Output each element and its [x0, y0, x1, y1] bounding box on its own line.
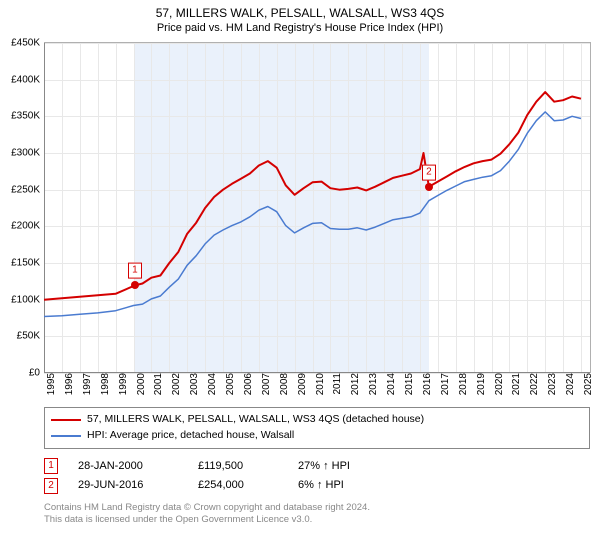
series-svg: [44, 43, 590, 373]
x-axis-tick-label: 2002: [169, 373, 182, 395]
sale-row: 1 28-JAN-2000 £119,500 27% ↑ HPI: [44, 457, 590, 477]
x-axis-tick-label: 1996: [62, 373, 75, 395]
x-axis-tick-label: 2014: [384, 373, 397, 395]
x-axis-tick-label: 2005: [223, 373, 236, 395]
y-axis-tick-label: £250K: [11, 184, 44, 195]
x-axis-tick-label: 2016: [420, 373, 433, 395]
series-hpi: [44, 112, 581, 317]
x-axis-tick-label: 2017: [438, 373, 451, 395]
x-axis-tick-label: 2015: [402, 373, 415, 395]
chart-subtitle: Price paid vs. HM Land Registry's House …: [0, 20, 600, 34]
y-axis-tick-label: £50K: [17, 331, 44, 342]
series-property: [44, 92, 581, 300]
x-axis-tick-label: 2021: [509, 373, 522, 395]
sale-price: £254,000: [198, 476, 278, 496]
x-axis-tick-label: 2000: [134, 373, 147, 395]
y-axis-tick-label: £150K: [11, 258, 44, 269]
footer-attribution: Contains HM Land Registry data © Crown c…: [44, 502, 590, 527]
y-axis-tick-label: £350K: [11, 111, 44, 122]
x-axis-tick-label: 1995: [44, 373, 57, 395]
legend-label: HPI: Average price, detached house, Wals…: [87, 428, 294, 444]
x-axis-tick-label: 2012: [348, 373, 361, 395]
x-axis-tick-label: 2018: [456, 373, 469, 395]
x-axis-tick-label: 2003: [187, 373, 200, 395]
x-axis-tick-label: 2008: [277, 373, 290, 395]
legend-row: HPI: Average price, detached house, Wals…: [51, 428, 583, 444]
x-axis-tick-label: 2019: [474, 373, 487, 395]
sale-date: 28-JAN-2000: [78, 457, 178, 477]
x-axis-tick-label: 2024: [563, 373, 576, 395]
y-axis-tick-label: £400K: [11, 74, 44, 85]
sale-marker-dot: [425, 183, 433, 191]
y-axis-tick-label: £200K: [11, 221, 44, 232]
y-axis-tick-label: £300K: [11, 148, 44, 159]
x-axis-tick-label: 2025: [581, 373, 594, 395]
legend: 57, MILLERS WALK, PELSALL, WALSALL, WS3 …: [44, 407, 590, 449]
legend-swatch: [51, 435, 81, 437]
x-axis-tick-label: 2010: [313, 373, 326, 395]
x-axis-tick-label: 2006: [241, 373, 254, 395]
sale-vs-hpi: 27% ↑ HPI: [298, 457, 408, 477]
x-axis-tick-label: 2001: [151, 373, 164, 395]
x-axis-tick-label: 1998: [98, 373, 111, 395]
chart-container: 57, MILLERS WALK, PELSALL, WALSALL, WS3 …: [0, 0, 600, 527]
sale-date: 29-JUN-2016: [78, 476, 178, 496]
x-axis-tick-label: 2007: [259, 373, 272, 395]
footer-line: This data is licensed under the Open Gov…: [44, 514, 590, 526]
x-axis-tick-label: 2022: [527, 373, 540, 395]
plot-area: £0£50K£100K£150K£200K£250K£300K£350K£400…: [44, 42, 591, 373]
x-axis-tick-label: 1997: [80, 373, 93, 395]
x-axis-tick-label: 2009: [295, 373, 308, 395]
sale-row: 2 29-JUN-2016 £254,000 6% ↑ HPI: [44, 476, 590, 496]
sale-vs-hpi: 6% ↑ HPI: [298, 476, 408, 496]
y-axis-tick-label: £450K: [11, 38, 44, 49]
sale-marker-dot: [131, 281, 139, 289]
x-axis-tick-label: 2004: [205, 373, 218, 395]
sales-table: 1 28-JAN-2000 £119,500 27% ↑ HPI 2 29-JUN-201…: [44, 457, 590, 497]
footer-line: Contains HM Land Registry data © Crown c…: [44, 502, 590, 514]
sale-marker-label: 2: [422, 164, 436, 180]
y-axis-tick-label: £0: [29, 368, 44, 379]
legend-row: 57, MILLERS WALK, PELSALL, WALSALL, WS3 …: [51, 412, 583, 428]
sale-marker-label: 1: [128, 263, 142, 279]
y-axis-tick-label: £100K: [11, 294, 44, 305]
x-axis-tick-label: 1999: [116, 373, 129, 395]
sale-index-badge: 2: [44, 478, 58, 494]
x-axis-tick-label: 2023: [545, 373, 558, 395]
x-axis-tick-label: 2011: [330, 373, 343, 395]
sale-price: £119,500: [198, 457, 278, 477]
chart-title: 57, MILLERS WALK, PELSALL, WALSALL, WS3 …: [0, 0, 600, 20]
x-axis-tick-label: 2020: [492, 373, 505, 395]
legend-swatch: [51, 419, 81, 421]
sale-index-badge: 1: [44, 458, 58, 474]
x-axis-tick-label: 2013: [366, 373, 379, 395]
legend-label: 57, MILLERS WALK, PELSALL, WALSALL, WS3 …: [87, 412, 424, 428]
